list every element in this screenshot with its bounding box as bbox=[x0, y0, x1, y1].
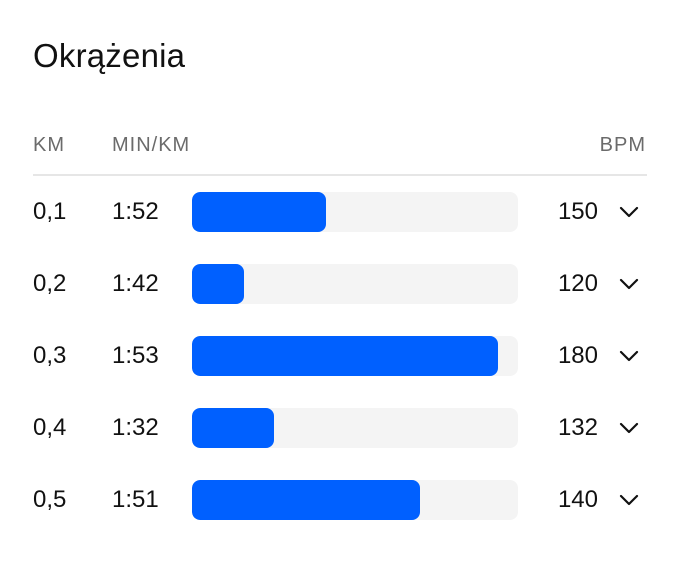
lap-row[interactable]: 0,2 1:42 120 bbox=[0, 264, 686, 304]
pace-bar-fill bbox=[192, 336, 499, 376]
pace-bar-track bbox=[192, 408, 518, 448]
lap-row[interactable]: 0,4 1:32 132 bbox=[0, 408, 686, 448]
chevron-down-icon[interactable] bbox=[616, 488, 642, 512]
column-header-km: KM bbox=[33, 134, 65, 156]
lap-bpm: 132 bbox=[557, 414, 598, 441]
pace-bar-track bbox=[192, 480, 518, 520]
lap-pace: 1:32 bbox=[112, 414, 159, 441]
lap-pace: 1:52 bbox=[112, 198, 159, 225]
header-divider bbox=[33, 174, 647, 176]
lap-km: 0,5 bbox=[33, 486, 67, 513]
lap-pace: 1:51 bbox=[112, 486, 159, 513]
lap-row[interactable]: 0,5 1:51 140 bbox=[0, 480, 686, 520]
pace-bar-fill bbox=[192, 192, 326, 232]
pace-bar-track bbox=[192, 264, 518, 304]
lap-row[interactable]: 0,1 1:52 150 bbox=[0, 192, 686, 232]
pace-bar-track bbox=[192, 336, 518, 376]
laps-list: 0,1 1:52 150 0,2 1:42 120 0,3 1:53 bbox=[0, 192, 686, 552]
lap-bpm: 140 bbox=[557, 486, 598, 513]
lap-bpm: 120 bbox=[557, 270, 598, 297]
lap-bpm: 180 bbox=[557, 342, 598, 369]
lap-km: 0,1 bbox=[33, 198, 67, 225]
lap-pace: 1:53 bbox=[112, 342, 159, 369]
pace-bar-fill bbox=[192, 408, 274, 448]
chevron-down-icon[interactable] bbox=[616, 416, 642, 440]
chevron-down-icon[interactable] bbox=[616, 200, 642, 224]
pace-bar-track bbox=[192, 192, 518, 232]
column-header-bpm: BPM bbox=[599, 134, 646, 156]
column-header-pace: MIN/KM bbox=[112, 134, 191, 156]
lap-km: 0,3 bbox=[33, 342, 67, 369]
lap-pace: 1:42 bbox=[112, 270, 159, 297]
lap-km: 0,4 bbox=[33, 414, 67, 441]
chevron-down-icon[interactable] bbox=[616, 344, 642, 368]
table-header: KM MIN/KM BPM bbox=[0, 132, 686, 158]
lap-km: 0,2 bbox=[33, 270, 67, 297]
pace-bar-fill bbox=[192, 264, 245, 304]
chevron-down-icon[interactable] bbox=[616, 272, 642, 296]
lap-bpm: 150 bbox=[557, 198, 598, 225]
pace-bar-fill bbox=[192, 480, 421, 520]
lap-row[interactable]: 0,3 1:53 180 bbox=[0, 336, 686, 376]
card-title: Okrążenia bbox=[33, 37, 186, 74]
